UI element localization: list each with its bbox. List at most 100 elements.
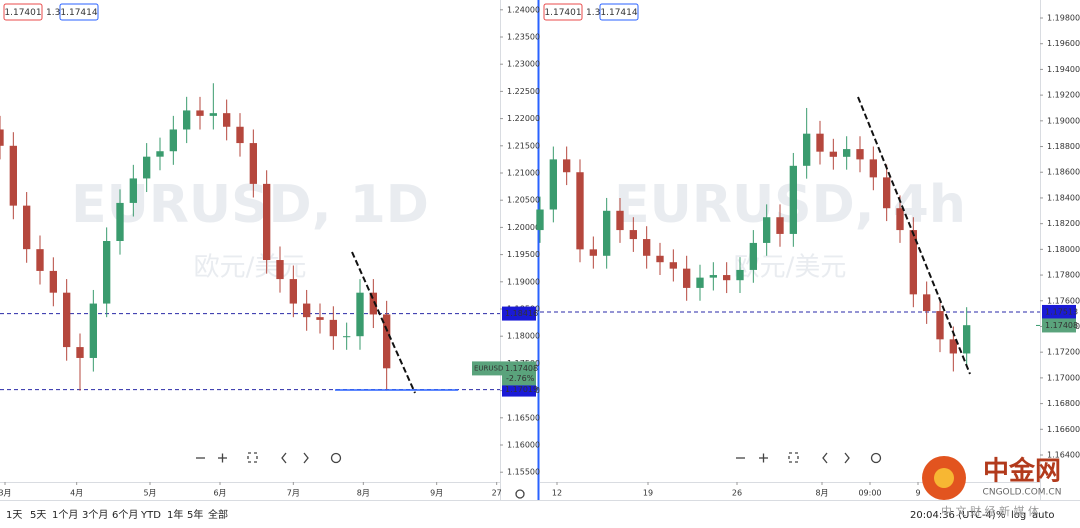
legend-box	[3, 3, 43, 21]
symbol-label: EURUSD	[474, 364, 503, 372]
candle-body	[143, 156, 151, 179]
candle-body	[696, 277, 704, 288]
range-button[interactable]: 5年	[187, 508, 203, 521]
x-tick-label: 8月	[815, 489, 828, 498]
y-tick-label: 1.19400	[1047, 65, 1080, 74]
x-tick-label: 19	[643, 489, 653, 498]
candle-body	[816, 133, 824, 152]
x-tick-label: 12	[552, 489, 562, 498]
range-button[interactable]: 1个月	[52, 509, 78, 521]
candle-body	[116, 202, 124, 241]
y-tick-label: 1.16400	[1047, 451, 1080, 460]
x-tick-label: 9	[915, 489, 920, 498]
x-tick-label: 27	[492, 489, 502, 498]
legend-value: 1.17414	[600, 8, 637, 18]
range-button[interactable]: 全部	[208, 508, 228, 521]
candle-body	[103, 241, 111, 304]
x-tick-label: 9月	[430, 489, 443, 498]
y-tick-label: 1.21500	[507, 141, 540, 150]
candle-body	[303, 303, 311, 318]
y-tick-label: 1.18600	[1047, 168, 1080, 177]
candle-body	[343, 336, 351, 338]
range-button[interactable]: 1天	[6, 510, 22, 521]
candle-body	[249, 143, 257, 184]
candle-body	[289, 279, 297, 304]
candle-body	[883, 177, 891, 209]
candle-body	[563, 159, 571, 173]
x-tick-label: 7月	[287, 489, 300, 498]
axis-option[interactable]: %	[996, 510, 1006, 521]
legend-value: 1.17401	[544, 8, 581, 18]
y-tick-label: 1.17000	[1047, 373, 1080, 382]
price-tag-label: 1.17513	[1045, 307, 1078, 316]
candle-body	[536, 209, 544, 231]
y-tick-label: 1.18000	[1047, 245, 1080, 254]
x-tick-label: 5月	[143, 489, 156, 498]
y-tick-label: 1.18400	[1047, 193, 1080, 202]
candle-body	[263, 183, 271, 261]
candle-body	[709, 275, 717, 278]
y-tick-label: 1.22000	[507, 114, 540, 123]
candle-body	[949, 339, 957, 354]
candle-body	[9, 145, 17, 206]
candle-body	[89, 303, 97, 358]
y-tick-label: 1.20500	[507, 196, 540, 205]
y-tick-label: 1.20000	[507, 223, 540, 232]
candle-body	[629, 230, 637, 240]
y-tick-label: 1.22500	[507, 87, 540, 96]
last-price-tag	[502, 361, 536, 386]
axis-option[interactable]: auto	[1032, 510, 1055, 521]
legend-value: 1.3	[46, 8, 60, 18]
logo-name: 中金网	[983, 456, 1061, 487]
candle-body	[316, 317, 324, 320]
x-tick-label: 8月	[357, 489, 370, 498]
range-button[interactable]: 3个月	[82, 509, 108, 521]
candle-body	[169, 129, 177, 152]
x-tick-label: 3月	[0, 489, 12, 498]
range-button[interactable]: 1年	[167, 508, 183, 521]
x-tick-label: 4月	[70, 489, 83, 498]
y-tick-label: 1.15500	[507, 468, 540, 477]
range-button[interactable]: 5天	[30, 510, 46, 521]
y-tick-label: 1.23500	[507, 32, 540, 41]
candle-body	[196, 110, 204, 116]
price-tag	[1042, 304, 1076, 319]
candle-body	[603, 210, 611, 256]
candle-body	[236, 126, 244, 144]
candle-body	[383, 314, 391, 369]
last-price-tag	[1042, 318, 1076, 333]
candle-body	[329, 319, 337, 337]
y-tick-label: 1.16000	[507, 441, 540, 450]
last-price-change: -2.76%	[506, 374, 535, 383]
candle-body	[683, 268, 691, 288]
candle-body	[156, 151, 164, 157]
range-button[interactable]: YTD	[140, 510, 161, 521]
candle-body	[63, 292, 71, 348]
range-button[interactable]: 6个月	[112, 509, 138, 521]
candle-body	[616, 210, 624, 231]
nav-buttons[interactable]	[196, 452, 882, 499]
candle-body	[23, 205, 31, 250]
axis-option[interactable]: log	[1011, 510, 1026, 521]
candle-body	[76, 347, 84, 358]
candle-body	[276, 260, 284, 280]
y-tick-label: 1.19500	[507, 250, 540, 259]
x-tick-label: 6月	[213, 489, 226, 498]
legend-value: 1.17414	[60, 8, 97, 18]
last-price-label: 1.17408	[505, 364, 538, 373]
candle-body	[723, 275, 731, 281]
candle-body	[923, 294, 931, 312]
y-tick-label: 1.17600	[1047, 296, 1080, 305]
trend-line	[857, 96, 971, 375]
logo-slogan: 中 文 财 经 新 媒 体	[941, 504, 1039, 518]
y-tick-label: 1.24000	[507, 5, 540, 14]
candle-body	[856, 149, 864, 160]
symbol-tag	[472, 361, 502, 376]
candle-body	[129, 178, 137, 203]
candle-body	[829, 151, 837, 157]
logo-icon	[934, 468, 954, 488]
legend-value: 1.3	[586, 8, 600, 18]
y-tick-label: 1.19600	[1047, 39, 1080, 48]
price-tag	[502, 382, 536, 397]
